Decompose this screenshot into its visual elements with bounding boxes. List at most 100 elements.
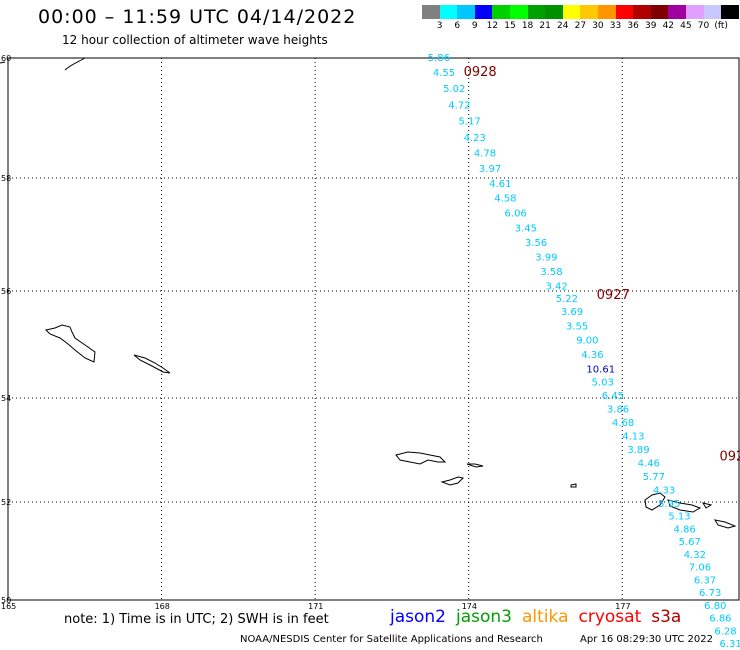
legend-label: (ft) (714, 21, 728, 31)
satellite-jason2: jason2 (390, 607, 446, 627)
wave-height-value: 3.97 (479, 164, 501, 175)
legend-swatch (545, 5, 563, 19)
legend-swatch (633, 5, 651, 19)
legend-swatch (703, 5, 722, 19)
wave-height-value: 4.78 (474, 148, 496, 159)
legend-label: 45 (680, 21, 692, 31)
credit-line: NOAA/NESDIS Center for Satellite Applica… (240, 634, 543, 645)
wave-height-color-legend (422, 5, 739, 19)
wave-height-value: 3.56 (525, 238, 547, 249)
coastline (0, 57, 737, 529)
wave-height-value: 4.33 (653, 486, 675, 497)
wave-height-value: 4.72 (448, 100, 470, 111)
wave-height-value: 6.28 (714, 626, 736, 637)
legend-swatch (615, 5, 634, 19)
legend-label: 42 (662, 21, 675, 31)
wave-height-value: 4.46 (638, 459, 660, 470)
satellite-altika: altika (522, 607, 569, 627)
coast-top-left-2 (0, 61, 6, 64)
legend-swatch (492, 5, 510, 19)
legend-swatch (509, 5, 528, 19)
island-attu (45, 324, 96, 363)
wave-height-value: 5.03 (592, 378, 614, 389)
legend-label: 18 (521, 21, 534, 31)
map-frame (7, 57, 740, 601)
wave-height-value: 6.80 (704, 601, 726, 612)
legend-swatch (439, 5, 458, 19)
legend-labels: 3 6 9 12 15 18 21 24 27 30 33 36 39 42 45 70 (ft) (422, 21, 730, 31)
legend-swatch (474, 5, 493, 19)
lon-label: 165 (1, 602, 16, 611)
wave-height-value: 4.58 (494, 194, 516, 205)
legend-label: 12 (486, 21, 499, 31)
footer-note: note: 1) Time is in UTC; 2) SWH is in fe… (64, 612, 329, 627)
legend-label: 6 (454, 21, 461, 31)
track-time-label: 0927 (597, 288, 630, 303)
wave-height-value: 3.55 (566, 322, 588, 333)
wave-height-value: 5.22 (556, 294, 578, 305)
legend-swatch (668, 5, 686, 19)
legend-swatch (650, 5, 669, 19)
altimeter-track: 5.86 4.55 5.02 4.72 5.17 4.23 4.78 3.97 4.61 4.58… (428, 53, 740, 650)
wave-height-value: 5.77 (643, 472, 665, 483)
legend-swatch (562, 5, 581, 19)
wave-height-value: 6.06 (505, 208, 527, 219)
generation-timestamp: Apr 16 08:29:30 UTC 2022 (580, 634, 713, 645)
legend-swatch (580, 5, 598, 19)
wave-height-value: 3.69 (561, 307, 583, 318)
legend-label: 9 (471, 21, 478, 31)
satellite-cryosat: cryosat (578, 607, 642, 627)
lat-label: 54 (1, 394, 11, 403)
wave-height-value: 4.23 (464, 133, 486, 144)
legend-swatch (597, 5, 616, 19)
wave-height-value: 9.00 (576, 335, 598, 346)
legend-swatch (457, 5, 475, 19)
wave-height-value: 3.89 (627, 445, 649, 456)
wave-height-value: 5.13 (668, 512, 690, 523)
legend-swatch (685, 5, 704, 19)
wave-height-value: 3.45 (515, 224, 537, 235)
lat-label: 58 (1, 174, 11, 183)
wave-height-value: 6.31 (720, 639, 740, 650)
wave-height-value: 6.86 (709, 614, 731, 625)
coast-top-left (64, 57, 86, 71)
lon-label: 168 (155, 602, 170, 611)
wave-height-value: 5.86 (428, 53, 450, 64)
island-agattu (133, 354, 171, 374)
lat-label: 50 (1, 596, 11, 605)
wave-height-value: 4.13 (622, 432, 644, 443)
island-umnak (644, 492, 666, 511)
wave-height-value: 4.32 (684, 550, 706, 561)
island-small-3 (701, 502, 713, 509)
legend-label: 36 (627, 21, 639, 31)
wave-height-value: 10.61 (586, 364, 615, 375)
legend-label: 30 (592, 21, 604, 31)
island-small-1 (466, 463, 484, 468)
map-subtitle: 12 hour collection of altimeter wave hei… (62, 33, 328, 47)
island-small-2 (570, 483, 577, 488)
wave-height-value: 5.02 (443, 84, 465, 95)
satellite-legend: jason2 jason3 altika cryosat s3a (390, 607, 691, 627)
satellite-jason3: jason3 (456, 607, 512, 627)
wave-height-value: 4.68 (612, 418, 634, 429)
wave-height-value: 6.73 (699, 588, 721, 599)
lat-label: 56 (1, 287, 11, 296)
wave-height-value: 4.86 (673, 524, 695, 535)
wave-height-value: 4.55 (433, 68, 455, 79)
wave-height-value: 5.95 (658, 499, 680, 510)
lon-label: 174 (462, 602, 477, 611)
wave-height-value: 6.45 (602, 391, 624, 402)
island-atka (440, 476, 465, 486)
lon-label: 171 (308, 602, 323, 611)
wave-height-value: 3.58 (540, 267, 562, 278)
legend-swatch (422, 5, 440, 19)
wave-height-value: 6.37 (694, 575, 716, 586)
island-unalaska (667, 499, 702, 513)
wave-height-value: 5.17 (458, 117, 480, 128)
legend-label: 24 (557, 21, 569, 31)
wave-height-value: 3.99 (535, 252, 557, 263)
wave-height-value: 4.36 (581, 350, 603, 361)
wave-height-value: 3.42 (545, 281, 567, 292)
